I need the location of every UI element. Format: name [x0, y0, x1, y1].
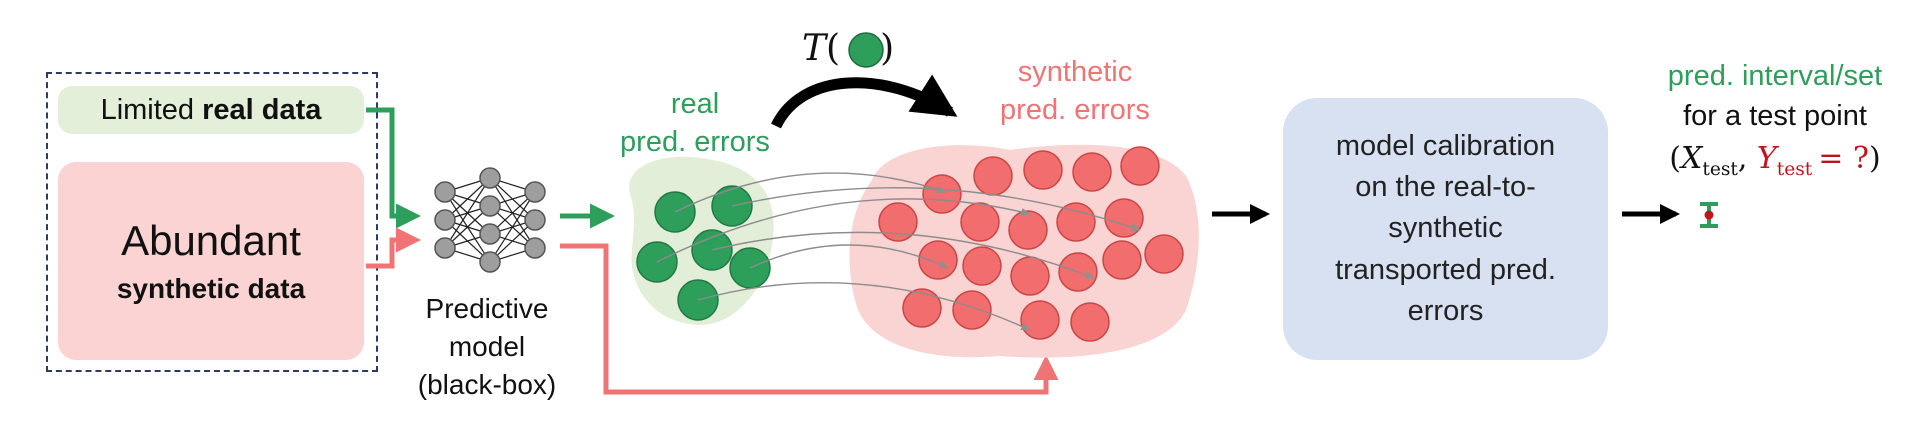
x-test-var: X [1680, 141, 1703, 177]
real-errors-label: real pred. errors [590, 86, 800, 161]
transport-label: T() [802, 26, 894, 71]
nn-node [434, 237, 456, 259]
synthetic-error-dot [902, 288, 942, 328]
real-errors-label-line1: real [670, 88, 720, 120]
calibration-line1: model calibration [1335, 130, 1556, 163]
synthetic-data-arrow [366, 227, 421, 269]
synthetic-error-dot [1008, 210, 1048, 250]
transport-line [697, 281, 1031, 331]
synthetic-error-dot [918, 240, 958, 280]
nn-node [479, 195, 501, 217]
test-point-close-paren: ) [1869, 141, 1881, 177]
transport-line [731, 187, 1141, 231]
prediction-interval-icon [1700, 202, 1718, 228]
real-data-bold: real data [202, 93, 322, 126]
synthetic-error-dot [1010, 256, 1050, 296]
calibration-line5: errors [1407, 294, 1484, 327]
real-data-box: Limited real data [58, 86, 364, 134]
nn-node [434, 181, 456, 203]
nn-node [434, 209, 456, 231]
synthetic-error-dot [962, 246, 1002, 286]
model-label-line2: model [448, 331, 526, 363]
model-label-line3: (black-box) [417, 369, 557, 401]
synthetic-error-dot [973, 156, 1013, 196]
calibration-box: model calibration on the real-to- synthe… [1283, 98, 1608, 360]
nn-node [479, 167, 501, 189]
synthetic-error-dot [1023, 150, 1063, 190]
transport-arrow [771, 74, 958, 129]
real-data-arrow [366, 107, 421, 229]
synthetic-data-box: Abundant synthetic data [58, 162, 364, 360]
synthetic-data-subtitle: synthetic data [116, 273, 306, 304]
output-label: pred. interval/set for a test point (Xte… [1632, 56, 1918, 181]
model-label: Predictive model (black-box) [400, 290, 574, 404]
y-test-sub: test [1776, 159, 1813, 181]
real-errors-label-line2: pred. errors [620, 125, 770, 158]
transport-line [674, 172, 946, 213]
synthetic-error-dot [960, 202, 1000, 242]
neural-network-icon [434, 167, 546, 273]
test-point-comma: , [1737, 141, 1757, 177]
calibration-line3: synthetic [1388, 212, 1503, 245]
calibration-line2: on the real-to- [1355, 171, 1536, 204]
nn-node [479, 251, 501, 273]
synthetic-error-dot [1104, 198, 1144, 238]
synthetic-error-dot [878, 202, 918, 242]
model-to-synthetic-errors-arrow [560, 243, 1059, 395]
transport-line [656, 198, 1031, 263]
calibration-line4: transported pred. [1335, 253, 1556, 286]
nn-edge [444, 177, 491, 249]
synthetic-error-dot [1056, 202, 1096, 242]
synthetic-error-dot [1072, 152, 1112, 192]
y-test-value: = ? [1818, 141, 1869, 177]
synthetic-error-dot [1120, 146, 1160, 186]
transport-label-T: T [802, 28, 827, 69]
synthetic-error-dot [922, 174, 962, 214]
x-test-sub: test [1702, 159, 1738, 181]
nn-node [524, 209, 546, 231]
nn-edge [489, 191, 536, 263]
transport-label-open-paren: ( [826, 28, 841, 69]
synthetic-error-dot [1070, 302, 1110, 342]
synthetic-data-title: Abundant [121, 217, 301, 264]
nn-node [524, 181, 546, 203]
data-sources-group [46, 72, 378, 372]
synthetic-error-dot [1144, 234, 1184, 274]
test-point-open-paren: ( [1669, 141, 1681, 177]
transport-label-close-paren: ) [880, 28, 895, 69]
synthetic-errors-label-line2: pred. errors [1000, 93, 1150, 126]
nn-node [479, 223, 501, 245]
y-test-var: Y [1756, 141, 1777, 177]
nn-node [524, 237, 546, 259]
transport-lines [656, 172, 1141, 331]
transport-symbol-dot [848, 32, 884, 68]
synthetic-error-dot [952, 290, 992, 330]
transport-line [749, 244, 949, 269]
synthetic-errors-label-line1: synthetic [1017, 56, 1133, 88]
synthetic-errors-label: synthetic pred. errors [960, 54, 1190, 129]
synthetic-error-dot [1102, 240, 1142, 280]
transport-line [711, 231, 1095, 279]
synthetic-error-dot [1020, 300, 1060, 340]
output-line1: pred. interval/set [1667, 60, 1883, 92]
real-data-prefix: Limited [100, 93, 203, 126]
output-test-point: (Xtest, Ytest = ?) [1632, 138, 1918, 181]
output-line2: for a test point [1683, 100, 1867, 133]
model-label-line1: Predictive [425, 293, 549, 324]
